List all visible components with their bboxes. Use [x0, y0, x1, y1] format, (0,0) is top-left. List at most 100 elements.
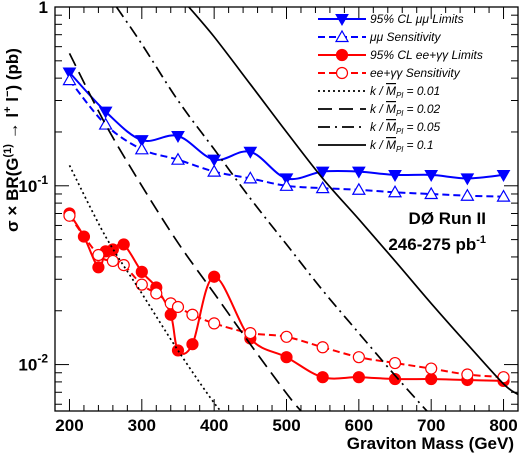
- 95-cl-limits-point: [424, 169, 439, 182]
- x-tick-label: 500: [272, 416, 300, 435]
- ee-sensitivity-point: [425, 362, 438, 375]
- 95-cl-ee-limits-point: [106, 243, 119, 256]
- legend-label-k-m-pl-0-05: k / MPl = 0.05: [370, 120, 440, 136]
- k-m-pl-0-02-line: [68, 53, 302, 411]
- 95-cl-limits-point: [243, 146, 258, 159]
- ee-sensitivity-point: [117, 259, 130, 272]
- legend-label-post: = 0.05: [403, 120, 440, 134]
- y-axis-title-part: ) (pb): [3, 48, 22, 90]
- y-axis-title-part: σ × BR(G: [3, 157, 22, 231]
- legend-marker-95-cl-limits: [335, 14, 349, 27]
- legend-label-post: = 0.1: [403, 138, 433, 152]
- legend-label-mass: M: [386, 120, 396, 134]
- ee-sensitivity-point: [106, 254, 119, 268]
- 95-cl-limits-point: [134, 135, 149, 148]
- experiment-label: DØ Run II: [409, 209, 486, 228]
- legend-label-95-cl-limits: 95% CL μμ Limits: [370, 12, 464, 26]
- ee-sensitivity-point: [63, 209, 76, 222]
- 95-cl-limits-point: [388, 169, 402, 182]
- ee-sensitivity-point: [186, 308, 199, 321]
- legend-label-ee-sensitivity: ee+γγ Sensitivity: [370, 66, 461, 80]
- x-tick-label: 800: [489, 416, 517, 435]
- y-tick-label-base: 1: [39, 0, 48, 17]
- x-tick-label: 300: [128, 416, 156, 435]
- legend-marker-95-cl-ee-limits: [335, 48, 349, 62]
- y-axis-title-sup: −: [2, 91, 14, 97]
- 95-cl-limits-point: [460, 173, 475, 186]
- sensitivity-point: [460, 188, 475, 201]
- sensitivity-point: [315, 180, 330, 194]
- sensitivity-point: [424, 186, 439, 200]
- legend-label-sub: Pl: [396, 145, 403, 154]
- legend-label-k-m-pl-0-1: k / MPl = 0.1: [370, 138, 434, 154]
- y-tick-label-base: 10: [18, 177, 37, 196]
- sensitivity-point: [134, 142, 149, 155]
- legend: 95% CL μμ Limits μμ Sensitivity 95% CL ee+…: [318, 12, 483, 154]
- x-tick-label: 200: [55, 416, 83, 435]
- legend-label-pre: k /: [370, 84, 386, 98]
- legend-label-pre: k /: [370, 102, 386, 116]
- ee-sensitivity-point: [316, 341, 329, 354]
- 95-cl-limits-point: [496, 169, 511, 182]
- ee-sensitivity-point: [352, 351, 365, 364]
- 95-cl-ee-limits-point: [171, 344, 185, 357]
- y-tick-label: 10-2: [18, 352, 48, 375]
- legend-label-sensitivity: μμ Sensitivity: [369, 30, 442, 44]
- sensitivity-point: [243, 171, 258, 184]
- legend-marker-sensitivity: [334, 29, 350, 43]
- ee-sensitivity-point: [280, 330, 293, 343]
- ee-sensitivity-point: [92, 248, 105, 262]
- y-tick-label-exp: -2: [37, 352, 48, 366]
- luminosity-label-base: 246-275 pb: [388, 235, 476, 254]
- legend-label-mass: M: [386, 102, 396, 116]
- ee-sensitivity-point: [171, 300, 185, 314]
- 95-cl-limits-point: [171, 130, 185, 143]
- legend-label-pre: k /: [370, 138, 386, 152]
- legend-label-sub: Pl: [396, 91, 403, 100]
- 95-cl-ee-limits-point: [352, 371, 365, 384]
- sensitivity-point: [98, 117, 113, 130]
- legend-label-k-m-pl-0-02: k / MPl = 0.02: [370, 102, 440, 118]
- legend-label-mass: M: [386, 138, 396, 152]
- y-tick-label: 10-1: [18, 173, 48, 196]
- y-axis-title: σ × BR(G(1) → l+ l−) (pb): [2, 48, 22, 232]
- 95-cl-limits-point: [98, 106, 113, 119]
- 95-cl-ee-limits-point: [280, 351, 293, 364]
- sensitivity-point: [170, 152, 186, 165]
- k-m-pl-0-1-line: [188, 7, 518, 396]
- x-tick-label: 700: [417, 416, 445, 435]
- legend-label-post: = 0.02: [403, 102, 440, 116]
- sensitivity-point: [351, 182, 366, 195]
- axis-titles: Graviton Mass (GeV) σ × BR(G(1) → l+ l−)…: [2, 48, 514, 453]
- luminosity-label: 246-275 pb-1: [388, 234, 486, 254]
- 95-cl-ee-limits-point: [92, 261, 105, 274]
- 95-cl-ee-limits-point: [388, 372, 402, 386]
- legend-label-sub: Pl: [396, 109, 403, 118]
- y-tick-label-exp: -1: [37, 173, 48, 187]
- 95-cl-ee-limits-point: [425, 372, 438, 386]
- k-m-pl-0-05-line: [115, 7, 429, 411]
- luminosity-label-exp: -1: [476, 234, 486, 246]
- legend-label-post: = 0.01: [403, 84, 440, 98]
- 95-cl-ee-limits-point: [135, 265, 148, 278]
- y-axis-title-sup: (1): [2, 144, 14, 158]
- y-axis-title-part: l: [3, 97, 22, 106]
- y-axis-title-sup: +: [2, 106, 14, 112]
- 95-cl-limits-point: [207, 154, 222, 167]
- y-tick-label: 1: [39, 0, 48, 17]
- legend-label-pre: k /: [370, 120, 386, 134]
- 95-cl-limits-point: [315, 166, 330, 179]
- x-axis-title: Graviton Mass (GeV): [347, 434, 514, 453]
- legend-label-95-cl-ee-limits: 95% CL ee+γγ Limits: [370, 48, 483, 62]
- x-tick-label: 600: [345, 416, 373, 435]
- 95-cl-limits-point: [351, 166, 366, 179]
- legend-marker-ee-sensitivity: [335, 66, 349, 80]
- ee-sensitivity-point: [461, 368, 474, 381]
- legend-label-sub: Pl: [396, 127, 403, 136]
- ee-sensitivity-point: [208, 317, 221, 330]
- sensitivity-point: [387, 185, 403, 198]
- x-tick-label: 400: [200, 416, 228, 435]
- sensitivity-point: [279, 178, 294, 191]
